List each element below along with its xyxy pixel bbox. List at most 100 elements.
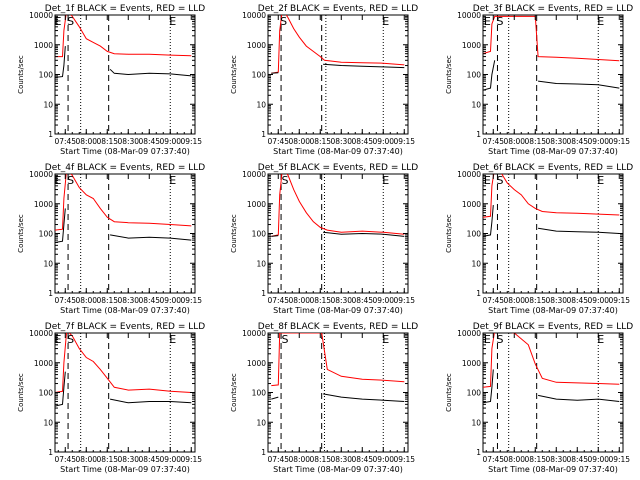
x-tick-label: 09:15 bbox=[393, 455, 415, 464]
series-red-line bbox=[271, 333, 405, 387]
y-tick-label: 10 bbox=[256, 418, 266, 427]
y-tick-label: 100 bbox=[467, 230, 482, 239]
x-tick-label: 07:45 bbox=[54, 137, 76, 146]
x-tick-label: 08:45 bbox=[138, 296, 160, 305]
series-red-line bbox=[55, 174, 192, 231]
x-tick-label: 07:45 bbox=[267, 137, 289, 146]
x-tick-label: 08:15 bbox=[524, 137, 546, 146]
x-tick-label: 08:30 bbox=[117, 137, 139, 146]
series-red-line bbox=[55, 15, 192, 58]
x-tick-label: 09:15 bbox=[180, 455, 202, 464]
y-tick-label: 1 bbox=[48, 130, 53, 139]
y-tick-label: 10 bbox=[43, 100, 53, 109]
y-tick-label: 100 bbox=[252, 71, 267, 80]
y-tick-label: 10000 bbox=[29, 329, 53, 338]
y-tick-label: 1 bbox=[261, 130, 266, 139]
x-tick-label: 08:45 bbox=[138, 137, 160, 146]
x-tick-label: 09:00 bbox=[159, 296, 181, 305]
x-axis-label: Start Time (08-Mar-09 07:37:40) bbox=[273, 465, 403, 474]
y-tick-label: 1000 bbox=[34, 41, 53, 50]
x-tick-label: 07:45 bbox=[482, 296, 504, 305]
y-tick-label: 1000 bbox=[247, 200, 266, 209]
x-axis-label: Start Time (08-Mar-09 07:37:40) bbox=[60, 465, 190, 474]
y-axis-label: Counts/sec bbox=[445, 55, 453, 94]
plot-area bbox=[271, 15, 405, 134]
x-tick-label: 09:00 bbox=[372, 137, 394, 146]
x-tick-label: 09:15 bbox=[180, 137, 202, 146]
x-tick-label: 08:00 bbox=[503, 455, 525, 464]
x-tick-label: 09:15 bbox=[608, 455, 630, 464]
y-tick-label: 1000 bbox=[462, 200, 481, 209]
y-tick-label: 1000 bbox=[462, 359, 481, 368]
x-tick-label: 08:15 bbox=[524, 296, 546, 305]
series-black-line bbox=[271, 63, 405, 74]
x-tick-label: 09:15 bbox=[393, 296, 415, 305]
x-axis-label: Start Time (08-Mar-09 07:37:40) bbox=[273, 147, 403, 156]
plot-area bbox=[55, 333, 192, 452]
series-red-line bbox=[271, 174, 405, 237]
x-tick-label: 08:00 bbox=[288, 296, 310, 305]
y-tick-label: 1 bbox=[48, 289, 53, 298]
interval-flag-e: E bbox=[382, 15, 389, 28]
panel-title: Det_9f BLACK = Events, RED = LLD bbox=[473, 322, 633, 332]
series-black-line bbox=[483, 369, 620, 404]
y-tick-label: 10000 bbox=[457, 170, 481, 179]
x-tick-label: 08:30 bbox=[117, 455, 139, 464]
plot-frame bbox=[482, 173, 624, 294]
series-black-line bbox=[55, 371, 192, 407]
plot-frame bbox=[482, 14, 624, 135]
x-tick-label: 09:00 bbox=[587, 296, 609, 305]
panel-title: Det_7f BLACK = Events, RED = LLD bbox=[45, 322, 205, 332]
y-axis-label: Counts/sec bbox=[230, 373, 238, 412]
y-tick-label: 100 bbox=[467, 389, 482, 398]
y-tick-label: 1 bbox=[48, 448, 53, 457]
x-tick-label: 08:30 bbox=[330, 296, 352, 305]
x-tick-label: 07:45 bbox=[482, 137, 504, 146]
x-tick-label: 08:45 bbox=[566, 137, 588, 146]
interval-flag-e: E bbox=[597, 333, 604, 346]
interval-flag-e: E bbox=[382, 174, 389, 187]
x-tick-label: 07:45 bbox=[54, 296, 76, 305]
y-tick-label: 10 bbox=[256, 259, 266, 268]
x-tick-label: 08:15 bbox=[96, 296, 118, 305]
series-black-line bbox=[483, 60, 620, 91]
y-tick-label: 1000 bbox=[247, 359, 266, 368]
interval-flag-s: S bbox=[67, 333, 74, 346]
y-tick-label: 100 bbox=[252, 389, 267, 398]
interval-flag-s: S bbox=[281, 174, 288, 187]
y-tick-label: 1 bbox=[261, 289, 266, 298]
x-tick-label: 08:00 bbox=[75, 455, 97, 464]
series-black-line bbox=[55, 46, 192, 78]
y-tick-label: 10 bbox=[256, 100, 266, 109]
panel-title: Det_5f BLACK = Events, RED = LLD bbox=[258, 163, 418, 173]
y-tick-label: 10000 bbox=[29, 11, 53, 20]
y-axis-label: Counts/sec bbox=[230, 214, 238, 253]
y-tick-label: 1000 bbox=[247, 41, 266, 50]
x-axis-label: Start Time (08-Mar-09 07:37:40) bbox=[488, 306, 618, 315]
x-tick-label: 08:30 bbox=[545, 455, 567, 464]
y-tick-label: 100 bbox=[467, 71, 482, 80]
plot-area bbox=[271, 174, 405, 293]
y-tick-label: 10000 bbox=[457, 329, 481, 338]
x-tick-label: 08:00 bbox=[75, 137, 97, 146]
x-tick-label: 08:30 bbox=[117, 296, 139, 305]
y-tick-label: 10000 bbox=[242, 11, 266, 20]
plot-frame bbox=[54, 173, 196, 294]
plot-area bbox=[483, 333, 620, 452]
x-tick-label: 08:45 bbox=[351, 296, 373, 305]
x-tick-label: 08:45 bbox=[138, 455, 160, 464]
x-tick-label: 08:00 bbox=[503, 296, 525, 305]
interval-flag-e: E bbox=[484, 174, 491, 187]
x-tick-label: 07:45 bbox=[267, 296, 289, 305]
x-tick-label: 07:45 bbox=[54, 455, 76, 464]
y-tick-label: 10 bbox=[43, 418, 53, 427]
y-tick-label: 100 bbox=[39, 71, 54, 80]
plot-frame bbox=[267, 14, 409, 135]
y-tick-label: 100 bbox=[39, 230, 54, 239]
x-tick-label: 08:45 bbox=[566, 455, 588, 464]
